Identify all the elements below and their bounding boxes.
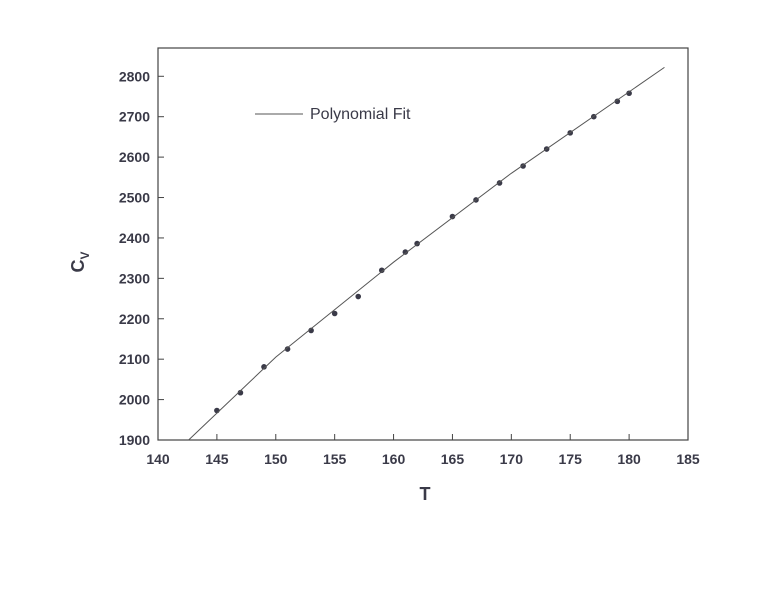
x-tick-label: 180 (617, 451, 641, 467)
x-tick-label: 185 (676, 451, 700, 467)
y-label-main: C (68, 260, 88, 273)
fit-line (188, 66, 665, 441)
data-point (449, 213, 456, 220)
x-tick-label: 160 (382, 451, 406, 467)
data-point (402, 249, 409, 255)
data-point (378, 267, 385, 274)
y-tick-label: 2200 (119, 311, 150, 327)
y-tick-label: 2000 (119, 392, 150, 408)
x-tick-label: 170 (500, 451, 524, 467)
data-point (261, 364, 267, 370)
x-tick-label: 145 (205, 451, 229, 467)
data-point (237, 389, 244, 396)
y-tick-label: 2300 (119, 270, 150, 286)
legend-label: Polynomial Fit (310, 106, 411, 123)
data-point (614, 98, 621, 105)
y-axis-label: CV (68, 251, 92, 272)
x-tick-label: 155 (323, 451, 347, 467)
data-point (331, 310, 338, 317)
y-tick-label: 2400 (119, 230, 150, 246)
y-tick-label: 2700 (119, 109, 150, 125)
x-tick-label: 140 (146, 451, 170, 467)
data-point (355, 293, 362, 300)
x-tick-label: 165 (441, 451, 465, 467)
plot-frame (157, 47, 689, 441)
y-tick-label: 2500 (119, 190, 150, 206)
x-axis-label: T (420, 484, 431, 504)
y-tick-label: 2100 (119, 351, 150, 367)
y-tick-label: 2800 (119, 68, 150, 84)
data-point (308, 327, 314, 334)
y-tick-label: 2600 (119, 149, 150, 165)
x-tick-label: 150 (264, 451, 288, 467)
data-point (626, 90, 632, 97)
y-tick-label: 1900 (119, 432, 150, 448)
x-tick-label: 175 (559, 451, 583, 467)
y-label-subscript: V (78, 251, 92, 259)
data-point (284, 346, 291, 352)
